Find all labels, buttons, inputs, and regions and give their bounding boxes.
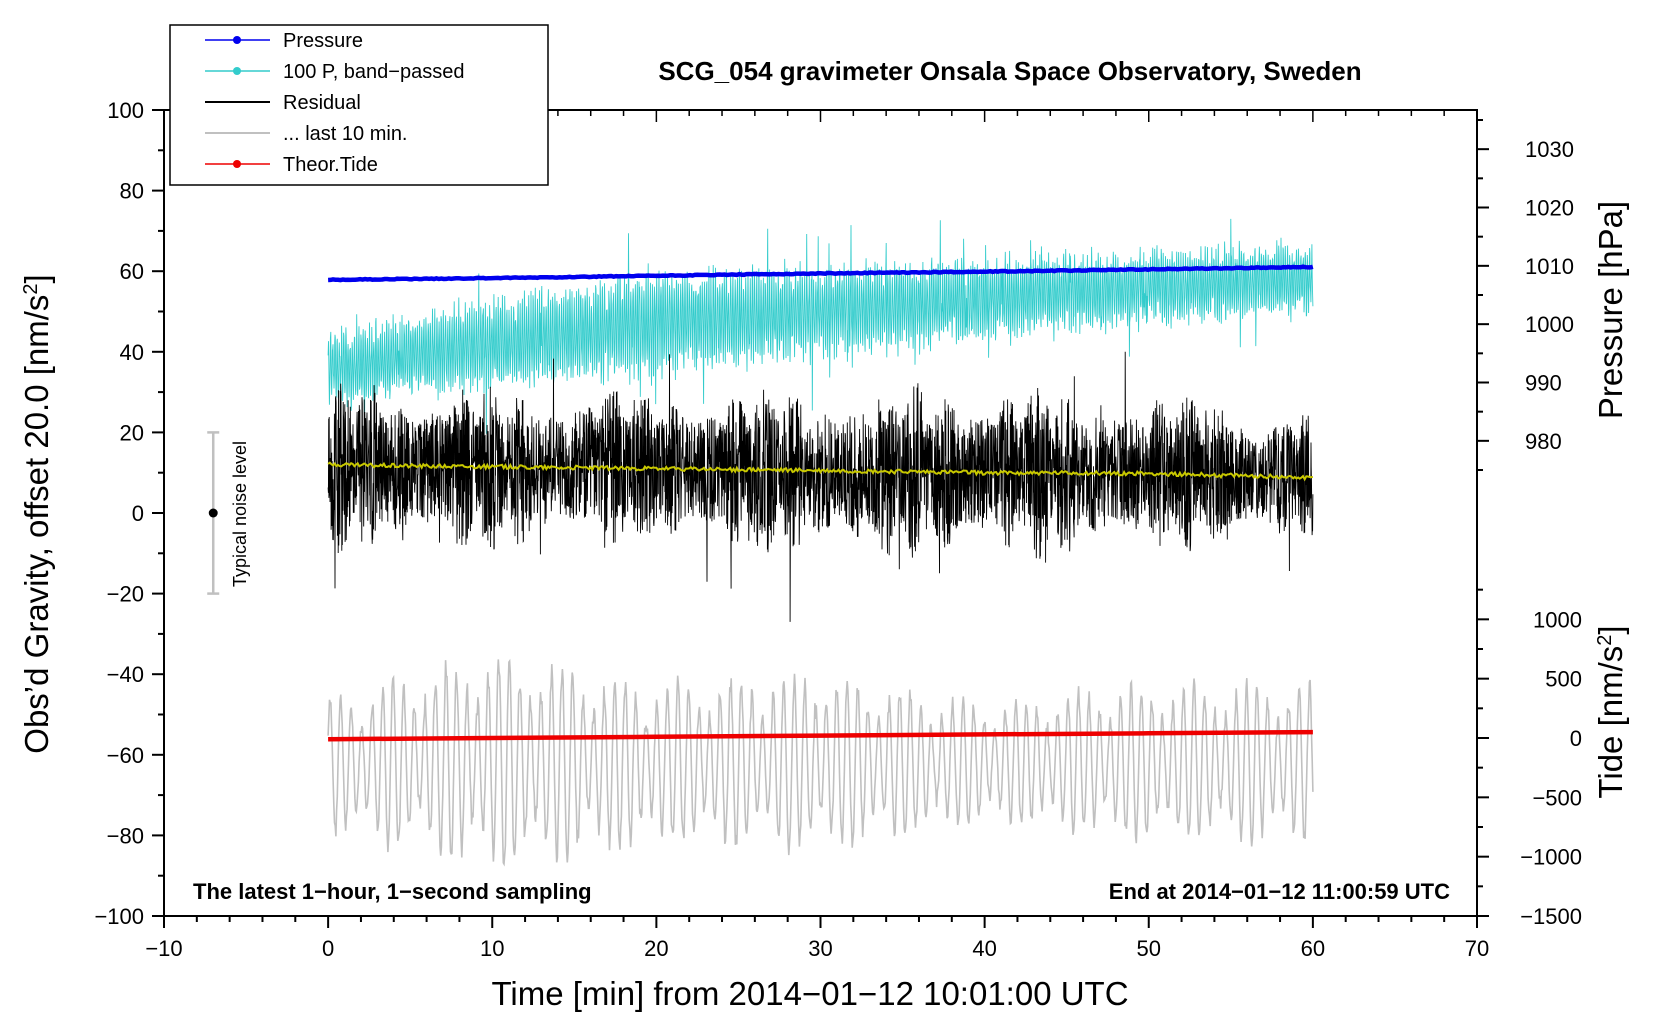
- series-line-bandpassed: [327, 218, 1314, 434]
- y-tick-label: 40: [120, 340, 144, 365]
- y-tick-label: 20: [120, 420, 144, 445]
- legend-label-bandpassed: 100 P, band−passed: [283, 61, 464, 83]
- y-tick-label: −40: [107, 662, 144, 687]
- y-tick-label: 100: [107, 98, 144, 123]
- legend-label-last10: ... last 10 min.: [283, 123, 408, 145]
- y-axis-tide-label: Tide [nm/s2]: [1592, 625, 1629, 798]
- series-line-residual-mean: [327, 461, 1313, 482]
- x-tick-label: 10: [480, 936, 504, 961]
- noise-bar-center: [208, 508, 218, 518]
- y-axis-pressure-label: Pressure [hPa]: [1592, 201, 1629, 419]
- y-axis-pressure: 980 990 1000 1010 1020 1030: [1477, 119, 1574, 471]
- y-tick-label: 80: [120, 179, 144, 204]
- y-tick-label: −80: [107, 823, 144, 848]
- noise-label: Typical noise level: [230, 441, 250, 587]
- legend: Pressure 100 P, band−passed Residual ...…: [169, 24, 549, 186]
- legend-box: [169, 24, 549, 186]
- series-line-last10: [327, 658, 1314, 867]
- tide-tick-label: 0: [1570, 726, 1582, 751]
- tide-tick-label: −1500: [1520, 904, 1582, 929]
- legend-item-pressure: Pressure: [205, 30, 363, 52]
- y-tick-label: 60: [120, 259, 144, 284]
- y-tick-label: −20: [107, 582, 144, 607]
- noise-bar: [207, 431, 220, 595]
- series-theoretical-tide: [328, 729, 1313, 742]
- legend-label-pressure: Pressure: [283, 30, 363, 52]
- legend-item-tide: Theor.Tide: [205, 154, 378, 176]
- legend-label-tide: Theor.Tide: [283, 154, 378, 176]
- x-tick-label: 20: [644, 936, 668, 961]
- pressure-tick-label: 990: [1525, 371, 1562, 396]
- x-tick-label: 40: [972, 936, 996, 961]
- y-axis-tide: −1500 −1000 −500 0 500 1000: [1477, 588, 1582, 929]
- legend-marker-tide: [233, 160, 241, 168]
- series-line-pressure: [328, 264, 1314, 283]
- legend-item-residual: Residual: [205, 92, 361, 114]
- x-tick-label: 60: [1301, 936, 1325, 961]
- legend-marker-bandpassed: [233, 67, 241, 75]
- pressure-tick-label: 1030: [1525, 137, 1574, 162]
- y-axis-left-label: Obs’d Gravity, offset 20.0 [nm/s2]: [18, 274, 55, 753]
- annotation-sampling: The latest 1−hour, 1−second sampling: [193, 879, 592, 904]
- series-residual-mean: [327, 461, 1313, 482]
- pressure-tick-label: 980: [1525, 429, 1562, 454]
- legend-marker-pressure: [233, 36, 241, 44]
- legend-label-residual: Residual: [283, 92, 361, 114]
- x-tick-label: −10: [145, 936, 182, 961]
- series-residual-last10: [327, 658, 1314, 867]
- x-tick-label: 30: [808, 936, 832, 961]
- x-tick-label: 70: [1465, 936, 1489, 961]
- x-tick-label: 0: [322, 936, 334, 961]
- tide-tick-label: −1000: [1520, 845, 1582, 870]
- series-pressure-bandpassed: [327, 218, 1314, 434]
- y-tick-label: −60: [107, 743, 144, 768]
- series-pressure: [328, 264, 1314, 283]
- pressure-tick-label: 1000: [1525, 312, 1574, 337]
- tide-tick-label: 500: [1545, 667, 1582, 692]
- pressure-tick-label: 1020: [1525, 196, 1574, 221]
- series-line-residual: [327, 351, 1314, 622]
- y-tick-label: −100: [94, 904, 144, 929]
- legend-item-last10: ... last 10 min.: [205, 123, 408, 145]
- series-line-tide: [328, 729, 1313, 742]
- series-residual: [327, 351, 1314, 622]
- chart-title: SCG_054 gravimeter Onsala Space Observat…: [658, 56, 1361, 86]
- x-tick-label: 50: [1137, 936, 1161, 961]
- x-axis-label: Time [min] from 2014−01−12 10:01:00 UTC: [491, 975, 1128, 1012]
- y-tick-label: 0: [132, 501, 144, 526]
- pressure-tick-label: 1010: [1525, 254, 1574, 279]
- annotation-end-time: End at 2014−01−12 11:00:59 UTC: [1109, 879, 1450, 904]
- y-axis-left: −100 −80 −60 −40 −20 0 20 40 60 80 100: [94, 98, 164, 929]
- tide-tick-label: −500: [1532, 785, 1582, 810]
- tide-tick-label: 1000: [1533, 607, 1582, 632]
- legend-item-bandpassed: 100 P, band−passed: [205, 61, 464, 83]
